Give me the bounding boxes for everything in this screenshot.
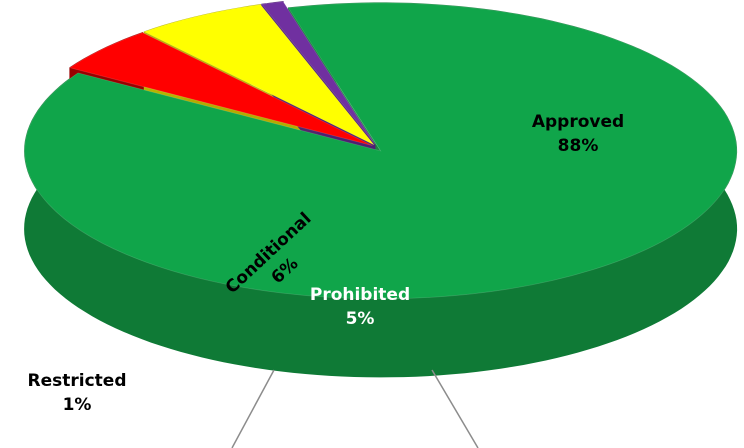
slice-approved — [24, 2, 738, 300]
slice-label-value: 5% — [346, 309, 375, 329]
slice-label-value: 88% — [558, 136, 599, 156]
slice-label-name: Approved — [532, 112, 624, 132]
slice-label-approved: Approved 88% — [532, 112, 624, 156]
slice-label-prohibited: Prohibited 5% — [310, 285, 410, 329]
slice-conditional — [143, 4, 375, 146]
slice-label-name: Restricted — [28, 371, 127, 391]
slice-label-restricted: Restricted 1% — [28, 371, 127, 415]
slice-label-value: 1% — [63, 395, 92, 415]
leader-line-1 — [431, 369, 479, 448]
slice-restricted — [260, 1, 376, 145]
leader-line-0 — [231, 369, 275, 448]
leader-lines — [231, 369, 479, 448]
slice-label-name: Prohibited — [310, 285, 410, 305]
slice-prohibited — [68, 32, 373, 147]
slice-tops — [24, 1, 738, 300]
